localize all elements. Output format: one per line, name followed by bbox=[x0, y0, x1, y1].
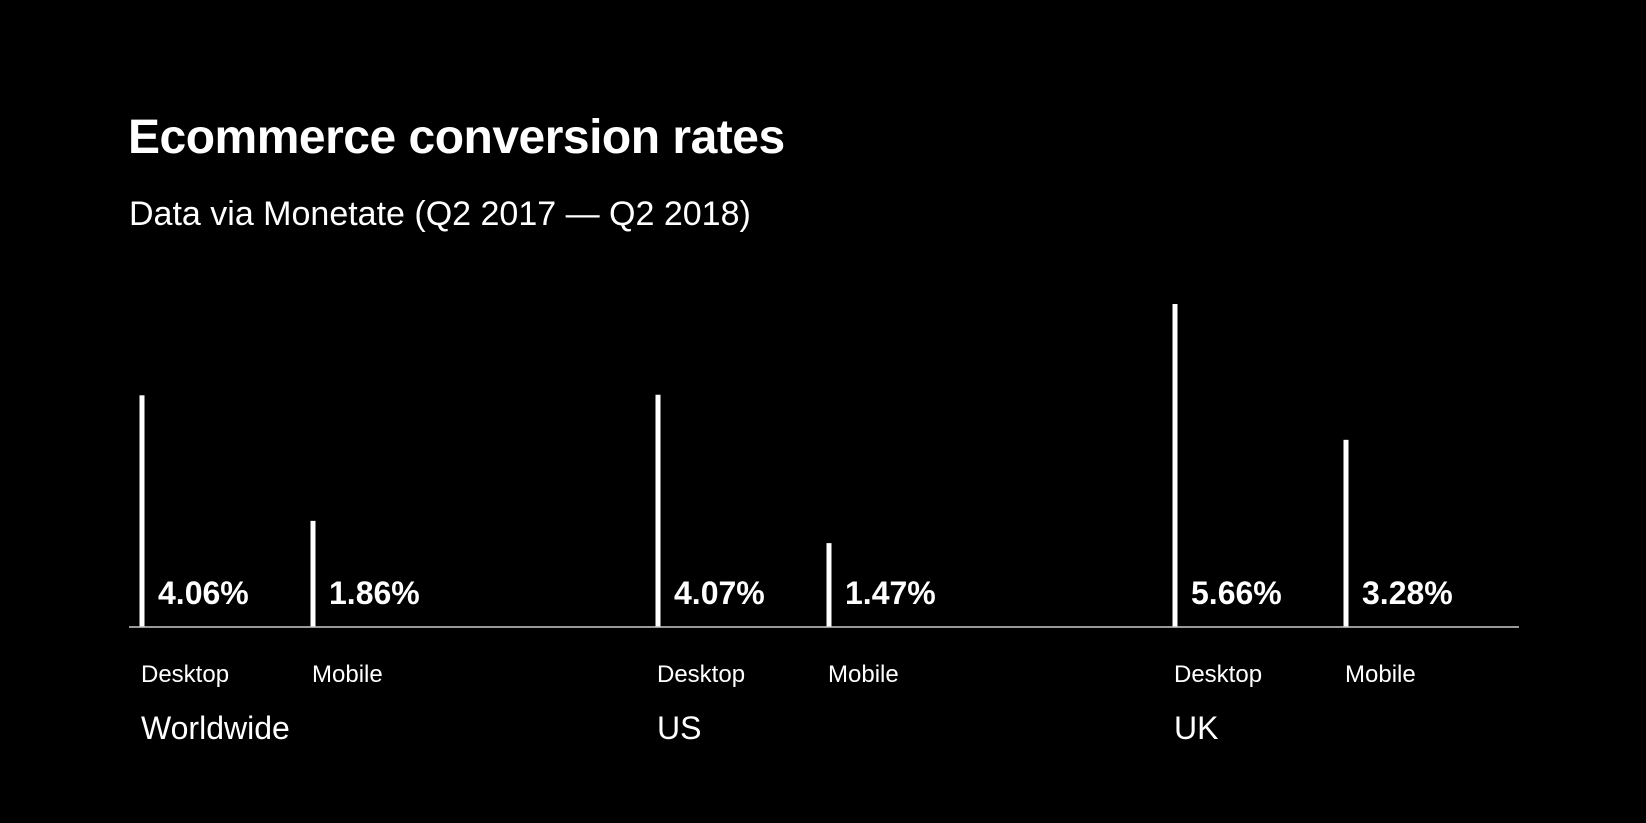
bar-uk-desktop bbox=[1172, 304, 1178, 627]
series-label-uk-mobile: Mobile bbox=[1345, 661, 1416, 688]
value-label-uk-desktop: 5.66% bbox=[1191, 575, 1282, 611]
labels-layer: 4.06% Desktop 1.86% Mobile Worldwide 4.07% Des… bbox=[141, 575, 1453, 746]
value-label-us-desktop: 4.07% bbox=[674, 575, 765, 611]
chart-title: Ecommerce conversion rates bbox=[128, 111, 785, 164]
series-label-us-desktop: Desktop bbox=[657, 661, 745, 688]
bars-layer bbox=[139, 304, 1349, 627]
chart-subtitle: Data via Monetate (Q2 2017 — Q2 2018) bbox=[129, 195, 751, 233]
value-label-worldwide-mobile: 1.86% bbox=[329, 575, 420, 611]
series-label-us-mobile: Mobile bbox=[828, 661, 899, 688]
bar-us-mobile bbox=[826, 543, 832, 627]
group-label-uk: UK bbox=[1174, 710, 1218, 746]
value-label-uk-mobile: 3.28% bbox=[1362, 575, 1453, 611]
group-label-worldwide: Worldwide bbox=[141, 710, 290, 746]
value-label-worldwide-desktop: 4.06% bbox=[158, 575, 249, 611]
bar-worldwide-mobile bbox=[310, 520, 316, 627]
series-label-worldwide-desktop: Desktop bbox=[141, 661, 229, 688]
value-label-us-mobile: 1.47% bbox=[845, 575, 936, 611]
series-label-worldwide-mobile: Mobile bbox=[312, 661, 383, 688]
bar-worldwide-desktop bbox=[139, 395, 145, 627]
bar-us-desktop bbox=[655, 394, 661, 627]
group-label-us: US bbox=[657, 710, 701, 746]
bar-uk-mobile bbox=[1343, 439, 1349, 627]
series-label-uk-desktop: Desktop bbox=[1174, 661, 1262, 688]
